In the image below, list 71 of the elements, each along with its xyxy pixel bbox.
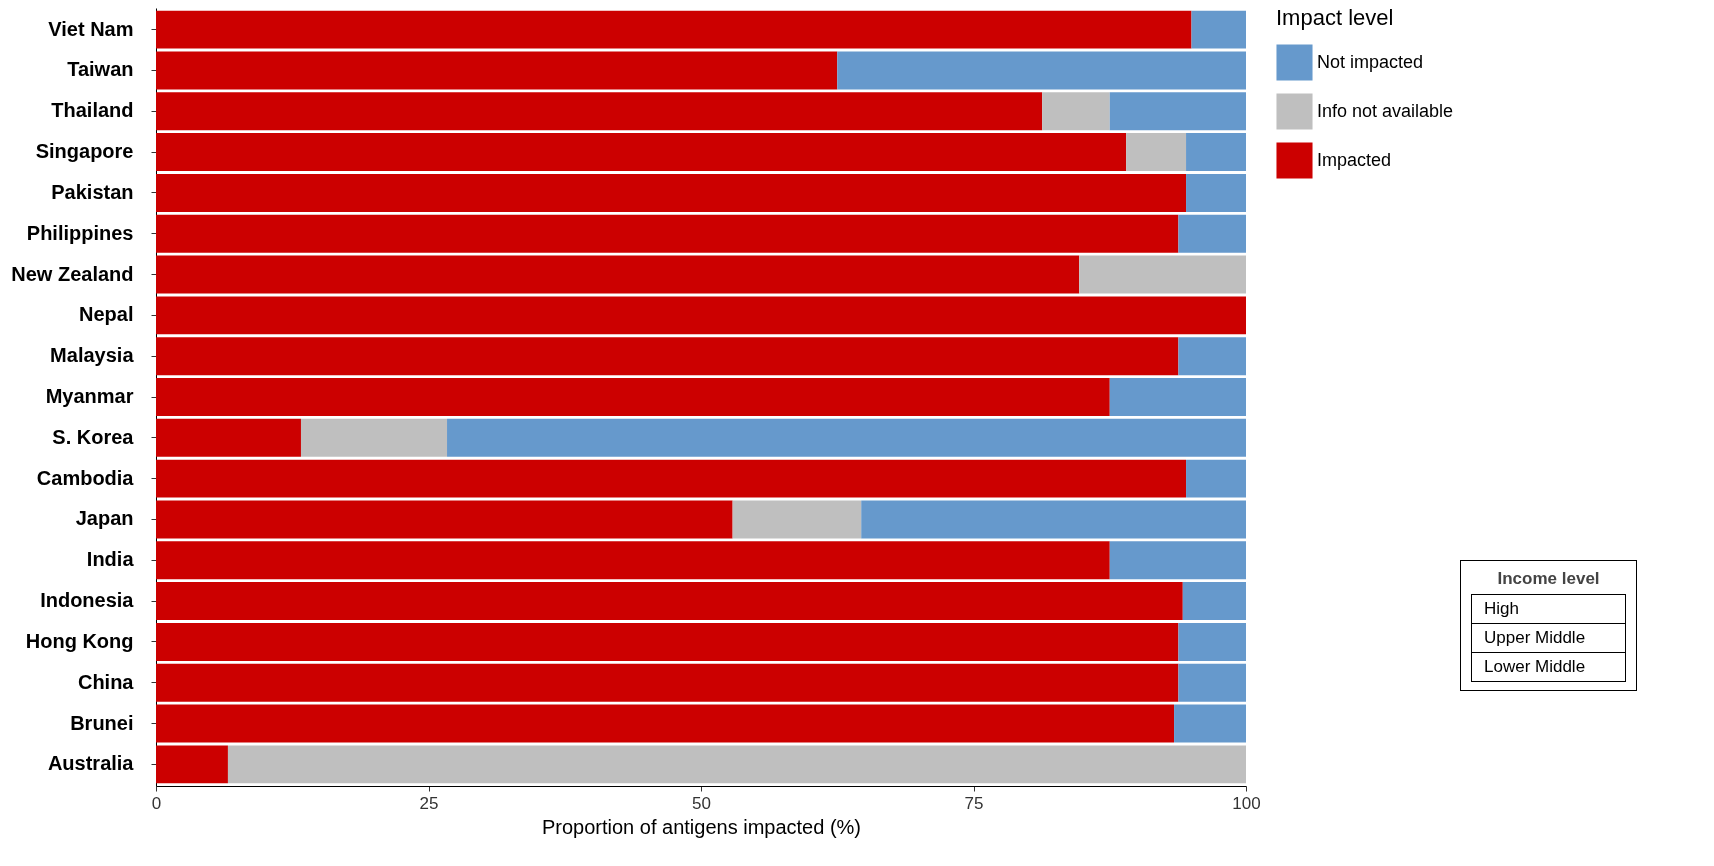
legend-title: Impact level — [1276, 5, 1394, 30]
y-tick-label: Indonesia — [40, 589, 135, 612]
bar — [1174, 704, 1246, 743]
legend-label: Not impacted — [1317, 51, 1424, 72]
y-tick-label: New Zealand — [11, 262, 134, 285]
y-tick-label: Malaysia — [50, 344, 135, 367]
y-tick-label: Pakistan — [51, 180, 134, 203]
bar — [1109, 92, 1246, 131]
bar — [156, 214, 1179, 253]
bar — [837, 51, 1246, 90]
bar — [156, 51, 838, 90]
y-tick-label: Viet Nam — [48, 17, 134, 40]
bar — [1186, 133, 1246, 172]
bar — [732, 500, 862, 539]
bar — [156, 582, 1183, 621]
legend-label: Impacted — [1317, 149, 1392, 170]
bar — [156, 337, 1179, 376]
bar — [156, 10, 1192, 49]
y-tick-label: Myanmar — [45, 385, 134, 407]
bar — [156, 173, 1187, 212]
bar — [156, 255, 1080, 294]
y-tick-label: India — [86, 548, 135, 571]
bar — [1186, 173, 1246, 212]
bar — [156, 745, 228, 784]
y-tick-label: Australia — [47, 752, 135, 775]
y-tick-label: Taiwan — [67, 58, 134, 81]
legend-label: Info not available — [1317, 100, 1454, 121]
bar — [1178, 622, 1246, 661]
y-tick-label: China — [77, 670, 135, 693]
y-tick-label: Cambodia — [36, 466, 135, 489]
bar — [1042, 92, 1110, 131]
bar — [227, 745, 1246, 784]
bar — [156, 418, 301, 457]
bar — [156, 622, 1179, 661]
bar — [300, 418, 448, 457]
y-tick-label: Japan — [75, 507, 134, 530]
x-tick-label: 25 — [419, 793, 439, 813]
income-level-legend: Income level High Upper Middle Lower Middle — [1460, 560, 1638, 691]
bar — [1109, 541, 1246, 580]
bar — [1186, 459, 1246, 498]
bar — [1182, 582, 1246, 621]
bar — [1126, 133, 1187, 172]
x-tick-label: 75 — [964, 793, 984, 813]
y-tick-label: Thailand — [51, 99, 134, 122]
y-tick-label: Nepal — [79, 303, 134, 326]
bar — [1178, 337, 1246, 376]
bar — [156, 541, 1110, 580]
bar — [156, 704, 1175, 743]
y-tick-label: Brunei — [70, 711, 134, 734]
y-tick-label: Philippines — [26, 221, 134, 244]
bar — [1178, 214, 1246, 253]
bar — [156, 296, 1246, 335]
bar — [1109, 378, 1246, 416]
bar — [156, 133, 1127, 172]
bar — [1178, 663, 1246, 702]
bar — [156, 378, 1110, 416]
bar — [156, 459, 1187, 498]
x-tick-label: 0 — [151, 793, 162, 813]
x-tick-label: 50 — [692, 793, 711, 813]
bar — [447, 418, 1246, 457]
bar — [156, 663, 1179, 702]
x-tick-label: 100 — [1232, 793, 1261, 813]
y-tick-label: S. Korea — [52, 425, 135, 448]
bar — [861, 500, 1246, 539]
bar — [156, 92, 1043, 131]
bar — [156, 500, 733, 539]
y-tick-label: Hong Kong — [25, 629, 134, 652]
y-tick-label: Singapore — [35, 140, 134, 163]
bar — [1191, 10, 1246, 49]
bar — [1079, 255, 1246, 294]
x-axis-title: Proportion of antigens impacted (%) — [541, 815, 862, 838]
